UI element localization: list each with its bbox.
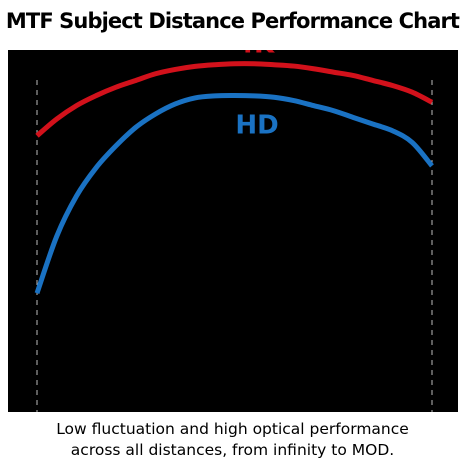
series-label-4k: 4K: [236, 50, 275, 60]
chart-caption: Low fluctuation and high optical perform…: [0, 419, 465, 461]
series-lines: [34, 61, 434, 295]
mtf-chart: 4K HD: [8, 50, 458, 412]
chart-title: MTF Subject Distance Performance Chart: [5, 9, 460, 33]
caption-line-2: across all distances, from infinity to M…: [70, 441, 395, 459]
series-label-hd: HD: [235, 111, 278, 141]
caption-line-1: Low fluctuation and high optical perform…: [56, 420, 409, 438]
series-labels: 4K HD: [235, 50, 278, 141]
chart-background: [8, 50, 458, 412]
series-line-4k: [35, 61, 434, 138]
chart-plot-area: 4K HD: [8, 50, 458, 412]
series-line-hd: [34, 93, 434, 295]
